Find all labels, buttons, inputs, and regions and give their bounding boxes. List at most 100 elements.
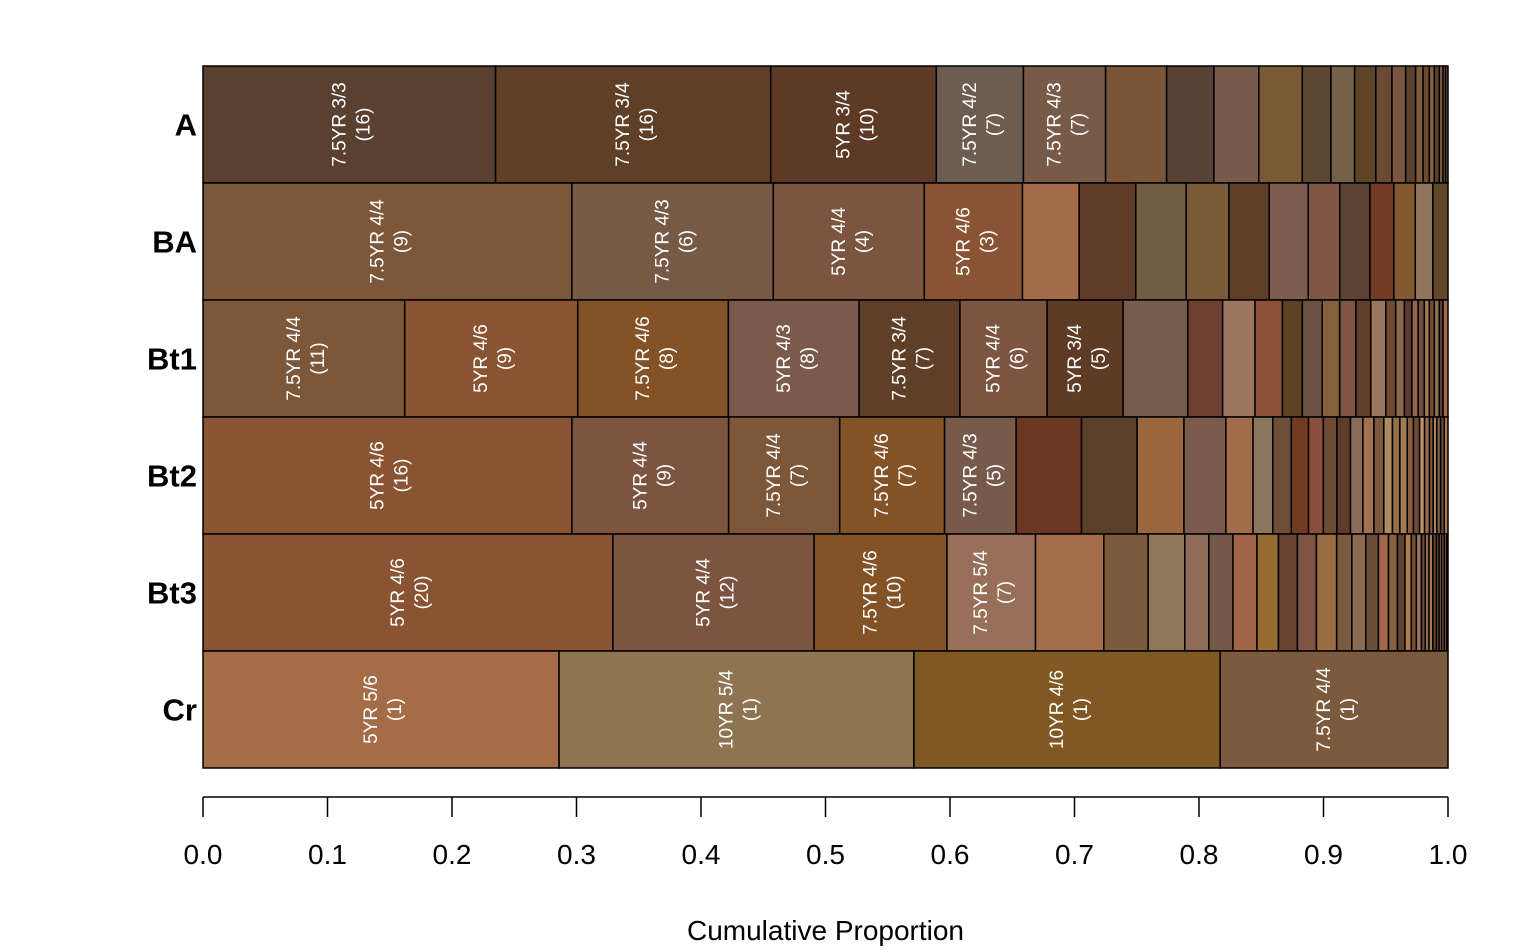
color-segment: [1396, 533, 1406, 652]
color-segment: [1252, 416, 1274, 535]
x-tick-label: 0.1: [308, 839, 347, 870]
horizon-row-bt2: 5YR 4/6 (16) 5YR 4/4 (9) 7.5YR 4/4 (7) 7.5YR 4…: [202, 416, 1449, 535]
horizon-labels: A BA Bt1 Bt2 Bt3 Cr: [147, 108, 197, 728]
color-segment: [202, 650, 560, 769]
count-label: (11): [308, 342, 329, 374]
color-segment: [1404, 533, 1413, 652]
x-tick-label: 0.6: [931, 839, 970, 870]
segment-label: 5YR 4/3 (8): [774, 324, 819, 393]
color-segment: [1104, 65, 1168, 184]
color-segment: [1375, 65, 1393, 184]
munsell-label: 7.5YR 4/2: [960, 82, 981, 167]
munsell-label: 5YR 5/6: [361, 675, 382, 744]
color-segment: [1136, 416, 1185, 535]
color-segment: [1377, 533, 1390, 652]
color-segment: [202, 182, 573, 301]
color-segment: [1315, 533, 1338, 652]
color-segment: [1321, 299, 1341, 418]
color-segment: [1335, 533, 1353, 652]
segment-label: 7.5YR 4/3 (7): [1045, 82, 1090, 167]
color-segment: [1370, 299, 1387, 418]
segment-label: 7.5YR 3/4 (7): [890, 316, 935, 401]
munsell-label: 5YR 4/4: [829, 207, 850, 276]
color-segment: [558, 650, 915, 769]
color-segment: [1410, 533, 1418, 652]
count-label: (10): [885, 576, 906, 610]
segment-label: 5YR 4/6 (20): [388, 558, 433, 627]
color-segment: [1369, 182, 1395, 301]
color-segment: [1225, 416, 1254, 535]
munsell-label: 7.5YR 5/4: [971, 550, 992, 635]
color-segment: [202, 299, 406, 418]
color-segment: [202, 65, 497, 184]
segment-label: 7.5YR 3/3 (16): [329, 82, 374, 167]
color-segment: [1184, 533, 1210, 652]
x-tick-label: 0.9: [1304, 839, 1343, 870]
munsell-label: 7.5YR 4/4: [764, 433, 785, 518]
color-segment: [576, 299, 730, 418]
horizon-row-a: 7.5YR 3/3 (16) 7.5YR 3/4 (16) 5YR 3/4 (10) 7.5…: [202, 65, 1449, 184]
color-segment: [1373, 416, 1385, 535]
color-segment: [727, 416, 841, 535]
munsell-label: 10YR 5/4: [716, 669, 737, 749]
munsell-label: 7.5YR 4/4: [284, 316, 305, 401]
munsell-label: 7.5YR 4/6: [872, 433, 893, 518]
count-label: (16): [391, 459, 412, 493]
munsell-label: 7.5YR 4/6: [633, 316, 654, 401]
color-segment: [1256, 533, 1280, 652]
color-segment: [1208, 533, 1234, 652]
count-label: (7): [984, 113, 1005, 136]
count-label: (1): [740, 698, 761, 721]
count-label: (8): [798, 347, 819, 370]
horizon-label-bt2: Bt2: [147, 459, 197, 494]
segment-label: 7.5YR 4/4 (7): [764, 433, 809, 518]
count-label: (16): [353, 108, 374, 142]
color-segment: [1403, 299, 1413, 418]
color-segment: [1353, 65, 1377, 184]
count-label: (9): [391, 230, 412, 253]
segment-label: 7.5YR 4/4 (9): [367, 199, 412, 284]
color-segment: [772, 182, 926, 301]
color-segment: [1268, 182, 1310, 301]
munsell-label: 5YR 4/6: [388, 558, 409, 627]
segment-label: 7.5YR 4/2 (7): [960, 82, 1005, 167]
color-segment: [1078, 182, 1137, 301]
color-segment: [1165, 65, 1215, 184]
munsell-label: 5YR 4/6: [471, 324, 492, 393]
munsell-label: 7.5YR 4/3: [653, 199, 674, 284]
color-segment: [1411, 299, 1419, 418]
color-segment: [202, 533, 614, 652]
munsell-label: 7.5YR 4/3: [960, 433, 981, 518]
color-segment: [1080, 416, 1138, 535]
color-segment: [1445, 533, 1449, 652]
count-label: (6): [677, 230, 698, 253]
color-segment: [1272, 416, 1293, 535]
horizon-label-ba: BA: [152, 225, 197, 260]
color-segment: [1277, 533, 1299, 652]
munsell-label: 7.5YR 3/4: [890, 316, 911, 401]
count-label: (1): [1071, 698, 1092, 721]
segment-label: 7.5YR 4/3 (6): [653, 199, 698, 284]
color-segment: [1330, 65, 1356, 184]
segment-label: 7.5YR 4/6 (7): [872, 433, 917, 518]
color-segment: [1338, 182, 1371, 301]
count-label: (7): [914, 347, 935, 370]
color-segment: [1349, 416, 1364, 535]
color-segment: [935, 65, 1025, 184]
color-segment: [1432, 182, 1449, 301]
bars-layer: 7.5YR 3/3 (16) 7.5YR 3/4 (16) 5YR 3/4 (10) 7.5…: [202, 65, 1449, 769]
color-segment: [913, 650, 1221, 769]
color-segment: [1414, 182, 1434, 301]
count-label: (16): [637, 108, 658, 142]
color-segment: [1015, 416, 1083, 535]
color-segment: [813, 533, 948, 652]
segment-label: 7.5YR 3/4 (16): [613, 82, 658, 167]
munsell-label: 5YR 4/6: [367, 441, 388, 510]
munsell-label: 7.5YR 3/4: [613, 82, 634, 167]
color-segment: [1307, 416, 1325, 535]
segment-label: 7.5YR 4/3 (5): [960, 433, 1005, 518]
x-tick-label: 0.0: [184, 839, 223, 870]
horizon-row-ba: 7.5YR 4/4 (9) 7.5YR 4/3 (6) 5YR 4/4 (4) 5YR 4/…: [202, 182, 1449, 301]
count-label: (7): [995, 581, 1016, 604]
munsell-label: 5YR 3/4: [1065, 324, 1086, 393]
